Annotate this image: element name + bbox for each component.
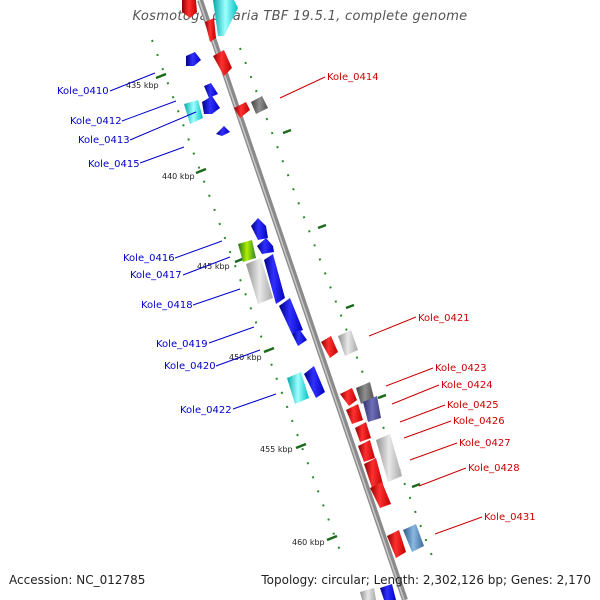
scale-label-440: 440 kbp: [162, 172, 195, 181]
scale-label-455: 455 kbp: [260, 445, 293, 454]
gene-top-red-right[interactable]: [205, 18, 216, 42]
gene-kole-0426[interactable]: [355, 422, 371, 442]
gene-kole-0410[interactable]: [186, 52, 201, 66]
gene-label-kole-0418[interactable]: Kole_0418: [141, 300, 193, 311]
gene-kole-0418[interactable]: [264, 254, 285, 304]
left-gene-labels: Kole_0410 Kole_0412 Kole_0413 Kole_0415 …: [57, 86, 232, 416]
scale-label-435: 435 kbp: [126, 81, 159, 90]
scale-label-460: 460 kbp: [292, 538, 325, 547]
gene-label-kole-0410[interactable]: Kole_0410: [57, 86, 109, 97]
gene-kole-0421[interactable]: [321, 336, 338, 358]
accession-text: Accession: NC_012785: [9, 573, 146, 587]
topology-text: Topology: circular; Length: 2,302,126 bp…: [261, 573, 591, 587]
gene-label-kole-0427[interactable]: Kole_0427: [459, 438, 511, 449]
reverse-strand-genes: [205, 0, 424, 600]
forward-strand-genes: [182, 0, 325, 404]
gene-label-kole-0422[interactable]: Kole_0422: [180, 405, 232, 416]
gene-kole-0414[interactable]: [234, 102, 250, 118]
gene-kole-0427[interactable]: [358, 440, 375, 462]
right-leader-lines: [279, 76, 483, 535]
gene-kole-0428b[interactable]: [370, 482, 391, 508]
gene-red-upper[interactable]: [213, 50, 232, 76]
gene-label-kole-0425[interactable]: Kole_0425: [447, 400, 499, 411]
scale-track-right: [239, 47, 433, 557]
gene-top-red-left[interactable]: [182, 0, 197, 18]
gene-kole-0414-dark[interactable]: [251, 96, 268, 114]
gene-label-kole-0421[interactable]: Kole_0421: [418, 313, 470, 324]
gene-kole-0413[interactable]: [202, 96, 220, 114]
gene-kole-0416[interactable]: [251, 218, 268, 240]
genome-backbone: [197, 0, 408, 600]
gene-kole-0422[interactable]: [304, 366, 325, 398]
gene-label-kole-0428[interactable]: Kole_0428: [468, 463, 520, 474]
gene-kole-0431[interactable]: [387, 530, 406, 558]
scale-track-left: [151, 39, 343, 557]
right-gene-labels: Kole_0414 Kole_0421 Kole_0423 Kole_0424 …: [327, 72, 536, 523]
gene-kole-0412[interactable]: [184, 100, 203, 124]
scale-label-445: 445 kbp: [197, 262, 230, 271]
gene-kole-0416b[interactable]: [257, 238, 274, 254]
genome-backbone-highlight: [198, 0, 405, 600]
gene-kole-0419[interactable]: [279, 298, 303, 334]
gene-kole-0418-gray[interactable]: [246, 258, 273, 304]
gene-kole-0431-steel[interactable]: [403, 524, 424, 552]
gene-label-kole-0417[interactable]: Kole_0417: [130, 270, 182, 281]
gene-label-kole-0413[interactable]: Kole_0413: [78, 135, 130, 146]
scale-label-450: 450 kbp: [229, 353, 262, 362]
gene-bottom-blue[interactable]: [380, 584, 396, 600]
gene-kole-0422-cyan[interactable]: [287, 372, 309, 404]
gene-kole-0423[interactable]: [340, 388, 357, 406]
gene-kole-0420[interactable]: [292, 330, 307, 346]
left-leader-lines: [109, 72, 277, 410]
gene-label-kole-0424[interactable]: Kole_0424: [441, 380, 493, 391]
gene-kole-0424[interactable]: [356, 382, 374, 404]
gene-label-kole-0431[interactable]: Kole_0431: [484, 512, 536, 523]
gene-top-cyan-right[interactable]: [213, 0, 238, 36]
gene-label-kole-0416[interactable]: Kole_0416: [123, 253, 175, 264]
gene-kole-0417[interactable]: [238, 240, 256, 262]
gene-label-kole-0412[interactable]: Kole_0412: [70, 116, 122, 127]
gene-kole-0412b[interactable]: [204, 83, 218, 98]
gene-label-kole-0419[interactable]: Kole_0419: [156, 339, 208, 350]
gene-kole-0421-gray[interactable]: [338, 330, 358, 356]
gene-label-kole-0414[interactable]: Kole_0414: [327, 72, 379, 83]
gene-kole-0427-gray[interactable]: [376, 434, 402, 482]
gene-bottom-gray[interactable]: [360, 588, 376, 600]
gene-label-kole-0426[interactable]: Kole_0426: [453, 416, 505, 427]
gene-kole-0425b[interactable]: [363, 396, 381, 422]
gene-label-kole-0420[interactable]: Kole_0420: [164, 361, 216, 372]
gene-kole-0428[interactable]: [364, 458, 383, 488]
gene-label-kole-0415[interactable]: Kole_0415: [88, 159, 140, 170]
gene-kole-0425[interactable]: [346, 404, 363, 424]
gene-label-kole-0423[interactable]: Kole_0423: [435, 363, 487, 374]
gene-kole-0415[interactable]: [216, 126, 230, 136]
